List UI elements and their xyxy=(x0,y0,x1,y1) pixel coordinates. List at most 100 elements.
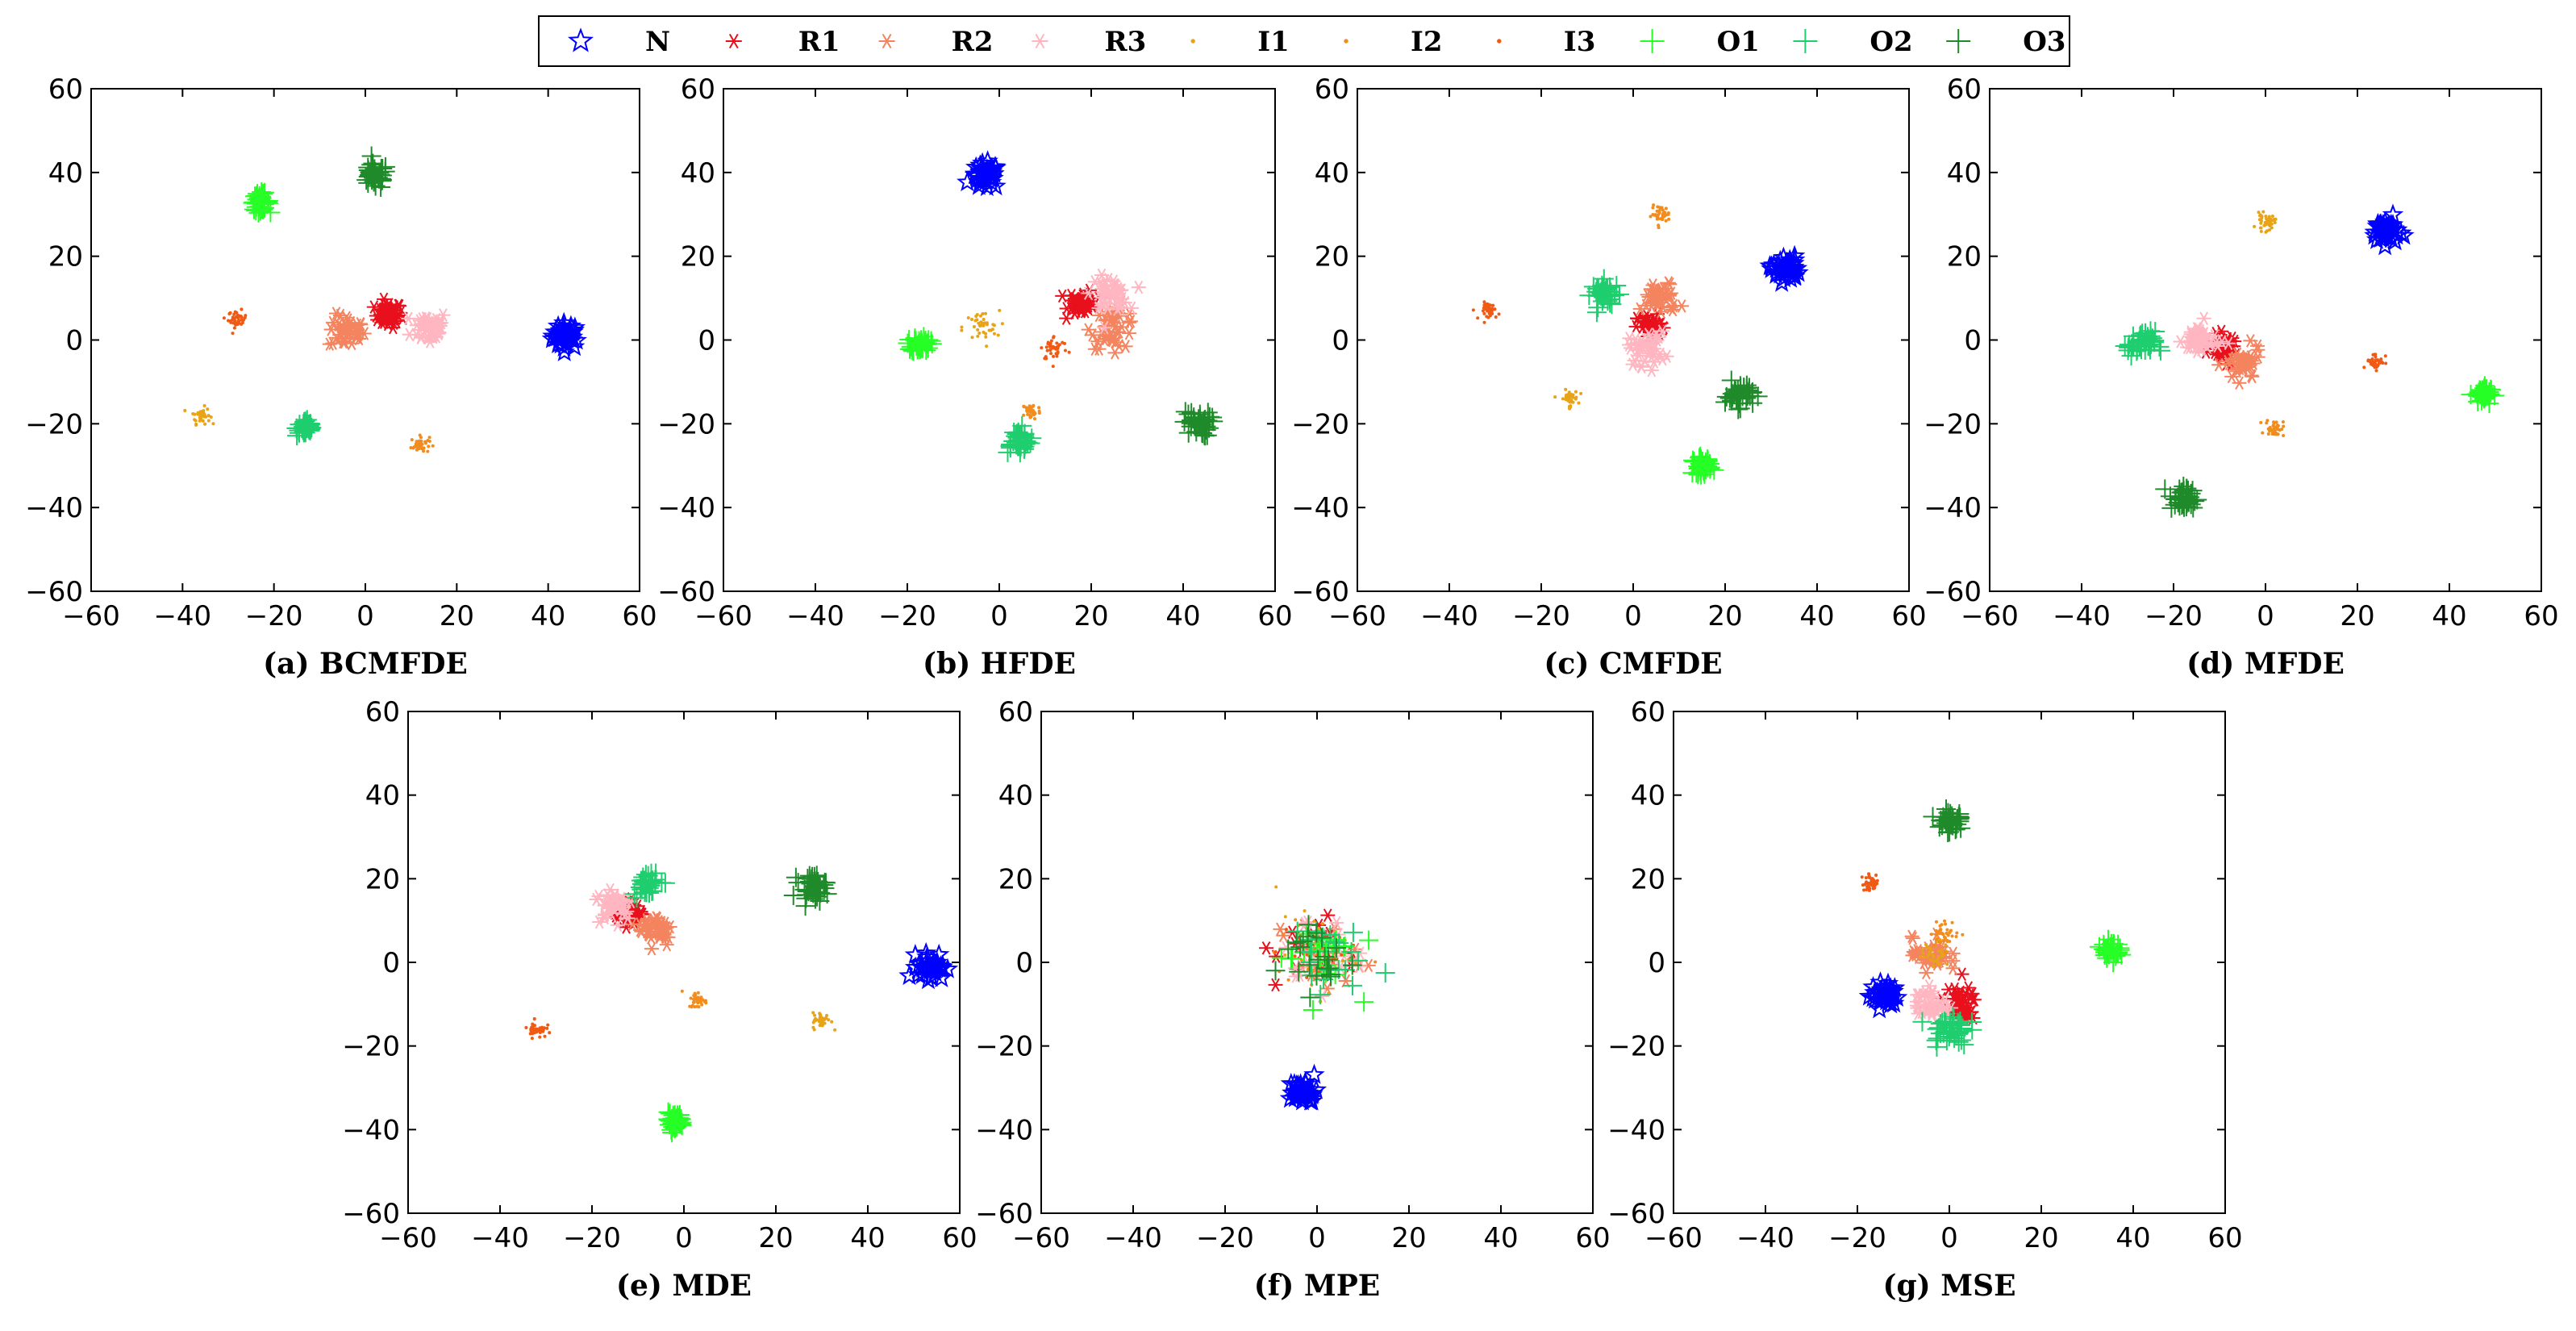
point-i1 xyxy=(998,308,1002,312)
subplot-1: −60−60 −40 −40 −20 −20 0 0 20 20 40 40 60 60 (a) BCMF… xyxy=(25,73,657,681)
point-i3 xyxy=(236,319,240,323)
x-tick-label: 0 xyxy=(356,600,374,632)
point-i2 xyxy=(1657,208,1661,212)
point-i3 xyxy=(2362,365,2366,369)
x-tick-label: 60 xyxy=(622,600,657,632)
point-i2 xyxy=(2270,432,2274,436)
cluster-i2 xyxy=(1929,919,1965,954)
y-tick-label: −60 xyxy=(1291,576,1349,608)
point-o3 xyxy=(1738,383,1758,403)
point-i2 xyxy=(693,992,698,996)
point-i2 xyxy=(1935,937,1940,941)
x-tick-label: 60 xyxy=(2207,1222,2242,1254)
point-o3 xyxy=(1716,386,1736,407)
point-n xyxy=(542,325,564,346)
point-i3 xyxy=(545,1026,549,1030)
point-i3 xyxy=(1056,352,1060,356)
point-o2 xyxy=(1962,1020,1982,1040)
point-n xyxy=(1880,987,1902,1008)
x-tick-label: 20 xyxy=(1391,1222,1426,1254)
point-i2 xyxy=(1320,922,1325,926)
point-i3 xyxy=(1340,953,1344,957)
point-i1 xyxy=(1569,394,1573,398)
point-i2 xyxy=(2261,431,2265,435)
point-r3 xyxy=(1123,301,1139,315)
point-i2 xyxy=(2265,419,2270,423)
point-i1 xyxy=(2274,217,2278,221)
point-i3 xyxy=(2384,361,2388,365)
point-i1 xyxy=(1921,951,1925,955)
point-r3 xyxy=(1131,280,1146,294)
point-i3 xyxy=(222,316,226,320)
point-r2 xyxy=(1105,332,1120,345)
axes-frame xyxy=(1989,88,2542,592)
point-i3 xyxy=(1049,339,1053,343)
point-i3 xyxy=(528,1032,532,1036)
point-i2 xyxy=(1939,928,1943,932)
y-tick-label: 40 xyxy=(48,157,83,190)
point-i1 xyxy=(2267,215,2271,219)
point-r3 xyxy=(1644,363,1659,378)
point-i1 xyxy=(1944,943,1948,947)
point-o3 xyxy=(1265,961,1286,981)
point-i2 xyxy=(693,997,697,1001)
point-r2 xyxy=(332,328,348,342)
point-i2 xyxy=(1949,928,1953,933)
point-i3 xyxy=(540,1025,544,1029)
point-i1 xyxy=(1925,955,1929,959)
point-i2 xyxy=(700,1003,704,1007)
point-i1 xyxy=(996,333,1000,337)
y-tick-label: 40 xyxy=(365,780,400,812)
y-tick-label: 40 xyxy=(1631,780,1665,812)
cluster-i2 xyxy=(680,989,708,1009)
point-r2 xyxy=(1649,285,1665,299)
point-i2 xyxy=(2278,428,2282,432)
point-i1 xyxy=(984,332,988,336)
point-i1 xyxy=(2259,221,2263,225)
point-i2 xyxy=(1281,933,1285,937)
point-o1 xyxy=(258,190,278,211)
point-i2 xyxy=(426,438,430,443)
point-o2 xyxy=(2127,341,2147,361)
point-i3 xyxy=(1273,949,1278,954)
legend-marker-i3 xyxy=(1497,39,1502,44)
point-i2 xyxy=(427,436,431,440)
point-o1 xyxy=(1303,999,1323,1020)
scatter-points xyxy=(1259,885,1395,1111)
point-i3 xyxy=(1052,335,1056,339)
x-tick-label: −20 xyxy=(245,600,303,632)
point-i3 xyxy=(1481,309,1485,313)
x-tick-label: −20 xyxy=(1512,600,1570,632)
point-r2 xyxy=(325,336,340,350)
x-tick-label: 40 xyxy=(1799,600,1834,632)
point-n xyxy=(1770,271,1793,292)
x-tick-label: −20 xyxy=(878,600,936,632)
point-i1 xyxy=(1566,398,1570,403)
point-i2 xyxy=(1658,206,1662,210)
point-i2 xyxy=(1945,928,1949,932)
point-i2 xyxy=(1937,930,1941,934)
point-o1 xyxy=(669,1112,689,1133)
point-i1 xyxy=(818,1020,822,1024)
y-tick-label: 20 xyxy=(681,241,715,273)
y-tick-label: −60 xyxy=(25,576,83,608)
cluster-i3 xyxy=(1860,872,1879,892)
y-tick-label: 60 xyxy=(1947,73,1982,106)
point-i1 xyxy=(209,415,213,419)
cluster-i1 xyxy=(1553,387,1583,411)
point-i3 xyxy=(1872,881,1876,885)
point-i3 xyxy=(1860,875,1864,879)
point-o3 xyxy=(1739,378,1759,398)
cluster-r3 xyxy=(2173,311,2236,359)
point-i2 xyxy=(1941,933,1945,937)
point-r1 xyxy=(1947,982,1962,996)
point-o1 xyxy=(261,202,281,223)
cluster-o2 xyxy=(1579,269,1629,323)
point-i1 xyxy=(982,321,987,325)
point-i3 xyxy=(240,315,244,319)
point-n xyxy=(907,963,929,984)
y-tick-label: −40 xyxy=(1924,492,1982,524)
point-r2 xyxy=(344,336,360,351)
x-tick-label: −60 xyxy=(1644,1222,1703,1254)
